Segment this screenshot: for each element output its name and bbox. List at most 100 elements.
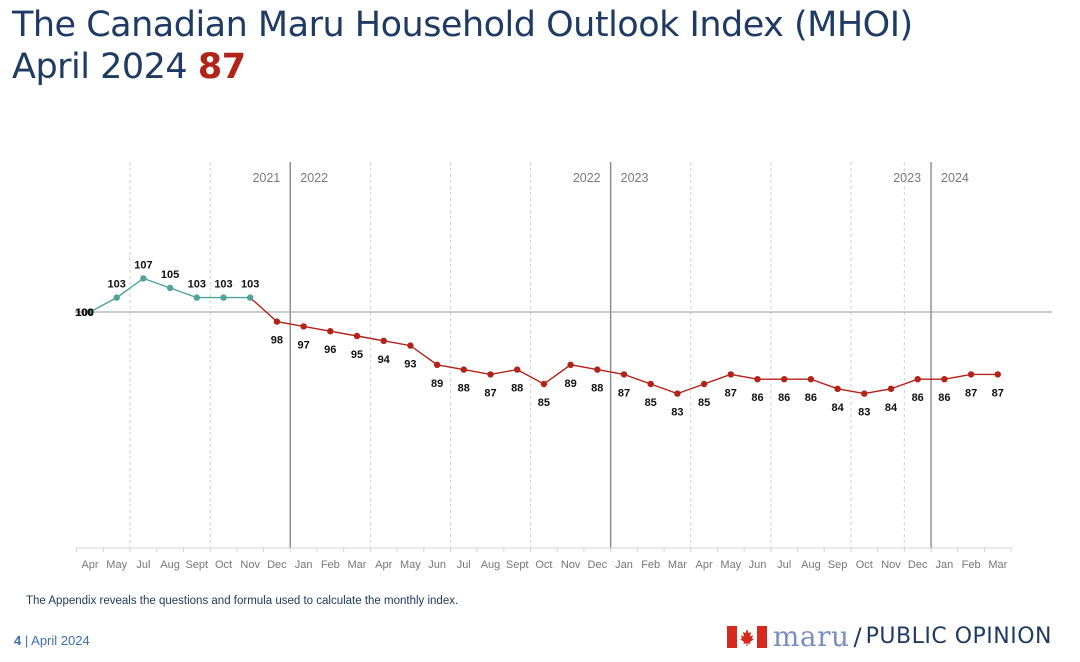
data-point <box>140 275 147 282</box>
data-point <box>834 385 841 392</box>
data-label: 86 <box>778 392 790 404</box>
data-point <box>247 294 254 301</box>
x-tick-label: Mar <box>348 559 367 571</box>
canada-flag-icon <box>726 625 767 648</box>
x-tick-label: Feb <box>641 559 660 571</box>
data-point <box>754 376 761 383</box>
x-tick-label: Apr <box>375 559 392 571</box>
year-label-right: 2023 <box>621 171 649 185</box>
data-label: 96 <box>324 344 336 356</box>
data-point <box>86 308 94 316</box>
data-label: 100 <box>76 307 94 319</box>
page-title: The Canadian Maru Household Outlook Inde… <box>12 5 913 45</box>
x-tick-label: Jan <box>615 559 633 571</box>
x-tick-label: Nov <box>240 559 260 571</box>
data-point <box>220 294 227 301</box>
title-block: The Canadian Maru Household Outlook Inde… <box>12 4 913 88</box>
x-tick-label: May <box>720 559 741 571</box>
data-label: 103 <box>108 279 126 291</box>
x-tick-label: Aug <box>481 559 501 571</box>
x-tick-label: May <box>106 559 127 571</box>
year-label-left: 2022 <box>573 171 601 185</box>
x-tick-label: Feb <box>962 559 981 571</box>
data-label: 95 <box>351 349 363 361</box>
data-label: 85 <box>698 397 710 409</box>
data-point <box>460 366 467 373</box>
data-label: 89 <box>431 378 443 390</box>
axes <box>75 311 1052 552</box>
data-label: 105 <box>161 269 179 281</box>
x-tick-label: Aug <box>801 559 821 571</box>
data-labels: 100 103 107 105 103 103 103 98 97 96 95 94 93 89 88 87 8… <box>75 259 1004 418</box>
data-label: 85 <box>538 397 550 409</box>
x-tick-label: Mar <box>988 559 1007 571</box>
data-label: 103 <box>241 279 259 291</box>
x-tick-label: Apr <box>81 559 98 571</box>
x-tick-label: Sep <box>828 559 848 571</box>
data-label: 87 <box>484 387 496 399</box>
footer-date: April 2024 <box>31 633 90 648</box>
x-tick-label: Jan <box>936 559 954 571</box>
x-tick-label: Nov <box>881 559 901 571</box>
data-label: 107 <box>134 259 152 271</box>
page-number: 4 <box>14 633 22 648</box>
data-point <box>887 385 895 392</box>
data-label: 86 <box>938 392 950 404</box>
data-point <box>514 366 521 373</box>
data-label: 87 <box>992 387 1004 399</box>
data-point <box>300 323 307 330</box>
x-tick-label: Jan <box>295 559 313 571</box>
year-label-right: 2022 <box>300 171 328 185</box>
x-tick-label: Dec <box>267 559 287 571</box>
mhoi-line-chart: 100 103 107 105 103 103 103 98 97 96 95 94 93 89 88 87 8… <box>75 162 1052 571</box>
data-points <box>86 275 1001 397</box>
x-tick-label: Oct <box>856 559 873 571</box>
data-point <box>113 294 120 301</box>
data-point <box>807 376 815 383</box>
gridlines <box>129 162 932 548</box>
data-point <box>407 342 414 349</box>
x-tick-label: Jun <box>428 559 446 571</box>
data-label: 87 <box>618 387 630 399</box>
x-tick-label: Apr <box>696 559 713 571</box>
x-tick-label: Nov <box>561 559 581 571</box>
data-label: 84 <box>885 402 898 414</box>
page-subtitle: April 2024 87 <box>12 46 913 88</box>
data-label: 86 <box>912 392 924 404</box>
logo-slash: / <box>853 622 862 651</box>
subtitle-date: April 2024 <box>12 47 188 87</box>
data-label: 87 <box>965 387 977 399</box>
data-label: 86 <box>751 392 763 404</box>
data-label: 88 <box>511 383 523 395</box>
data-point <box>700 380 708 388</box>
footer-separator: | <box>24 633 29 648</box>
x-tick-label: Feb <box>321 559 340 571</box>
data-point <box>327 328 334 335</box>
data-point <box>994 371 1001 378</box>
data-point <box>380 337 387 344</box>
baseline-label: 100 <box>75 307 93 319</box>
footnote: The Appendix reveals the questions and f… <box>26 595 459 607</box>
year-labels: 2021 2022 2022 2023 2023 2024 <box>252 171 968 185</box>
data-point <box>620 371 628 378</box>
data-point <box>861 390 868 397</box>
x-tick-label: Sept <box>185 559 208 571</box>
x-tick-labels: Apr May Jul Aug Sept Oct Nov Dec Jan Feb Mar Apr May… <box>81 559 1007 571</box>
data-label: 83 <box>858 407 870 419</box>
data-point <box>727 371 734 378</box>
page-footer: 4 | April 2024 <box>14 633 90 648</box>
x-tick-label: Jul <box>457 559 471 571</box>
x-tick-label: Aug <box>160 559 180 571</box>
data-point <box>540 380 548 388</box>
data-label: 94 <box>378 354 391 366</box>
year-label-right: 2024 <box>941 171 969 185</box>
data-point <box>353 332 361 340</box>
x-tick-label: Dec <box>588 559 608 571</box>
data-point <box>273 318 281 325</box>
data-label: 88 <box>591 383 603 395</box>
data-point <box>433 361 441 368</box>
data-label: 84 <box>831 402 844 414</box>
data-point <box>594 366 601 373</box>
data-label: 85 <box>645 397 657 409</box>
data-label: 88 <box>458 383 470 395</box>
